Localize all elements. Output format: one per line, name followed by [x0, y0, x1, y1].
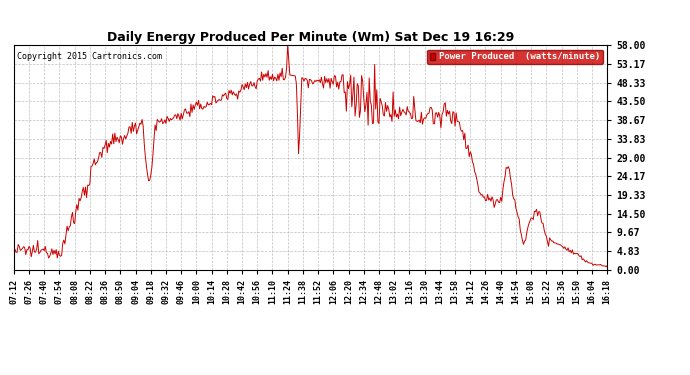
Legend: Power Produced  (watts/minute): Power Produced (watts/minute) — [427, 50, 602, 64]
Text: Copyright 2015 Cartronics.com: Copyright 2015 Cartronics.com — [17, 52, 161, 61]
Title: Daily Energy Produced Per Minute (Wm) Sat Dec 19 16:29: Daily Energy Produced Per Minute (Wm) Sa… — [107, 31, 514, 44]
